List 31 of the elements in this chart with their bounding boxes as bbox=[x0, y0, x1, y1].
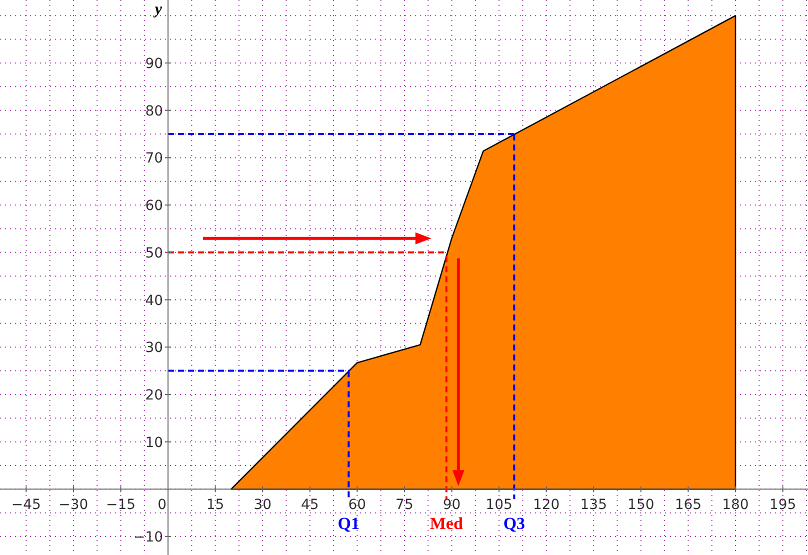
y-tick-label: −10 bbox=[133, 530, 164, 546]
x-tick-label: 30 bbox=[254, 497, 272, 514]
x-tick-label: 60 bbox=[348, 497, 366, 514]
y-tick-label: 70 bbox=[145, 150, 164, 167]
x-tick-label: −15 bbox=[106, 497, 136, 514]
x-tick-label: 180 bbox=[722, 497, 749, 514]
x-tick-label: 75 bbox=[396, 497, 414, 514]
x-tick-label: 120 bbox=[532, 497, 560, 514]
x-tick-label: 150 bbox=[628, 497, 654, 514]
y-axis-title: y bbox=[152, 1, 163, 18]
x-tick-label: 165 bbox=[674, 497, 702, 514]
y-tick-label: 80 bbox=[145, 103, 164, 120]
x-tick-label: −45 bbox=[11, 497, 41, 514]
x-tick-label: 135 bbox=[580, 497, 607, 514]
x-tick-label: 195 bbox=[769, 497, 796, 514]
y-tick-label: 30 bbox=[145, 340, 164, 356]
x-tick-label: 90 bbox=[442, 497, 461, 514]
ref-line-label: Q1 bbox=[338, 514, 360, 534]
x-tick-label: 15 bbox=[206, 497, 224, 514]
x-tick-label: 0 bbox=[158, 497, 166, 514]
x-tick-label: −30 bbox=[58, 497, 88, 514]
x-tick-label: 45 bbox=[300, 497, 319, 514]
ref-line-label: Q3 bbox=[503, 514, 526, 534]
x-tick-label: 105 bbox=[486, 497, 512, 514]
y-tick-label: 20 bbox=[145, 387, 164, 404]
ref-line-label: Med bbox=[430, 514, 464, 534]
y-tick-label: 90 bbox=[145, 56, 164, 72]
y-tick-label: 50 bbox=[145, 245, 164, 262]
y-tick-label: 40 bbox=[145, 292, 164, 309]
y-tick-label: 10 bbox=[145, 434, 164, 451]
y-tick-label: 60 bbox=[145, 198, 164, 214]
